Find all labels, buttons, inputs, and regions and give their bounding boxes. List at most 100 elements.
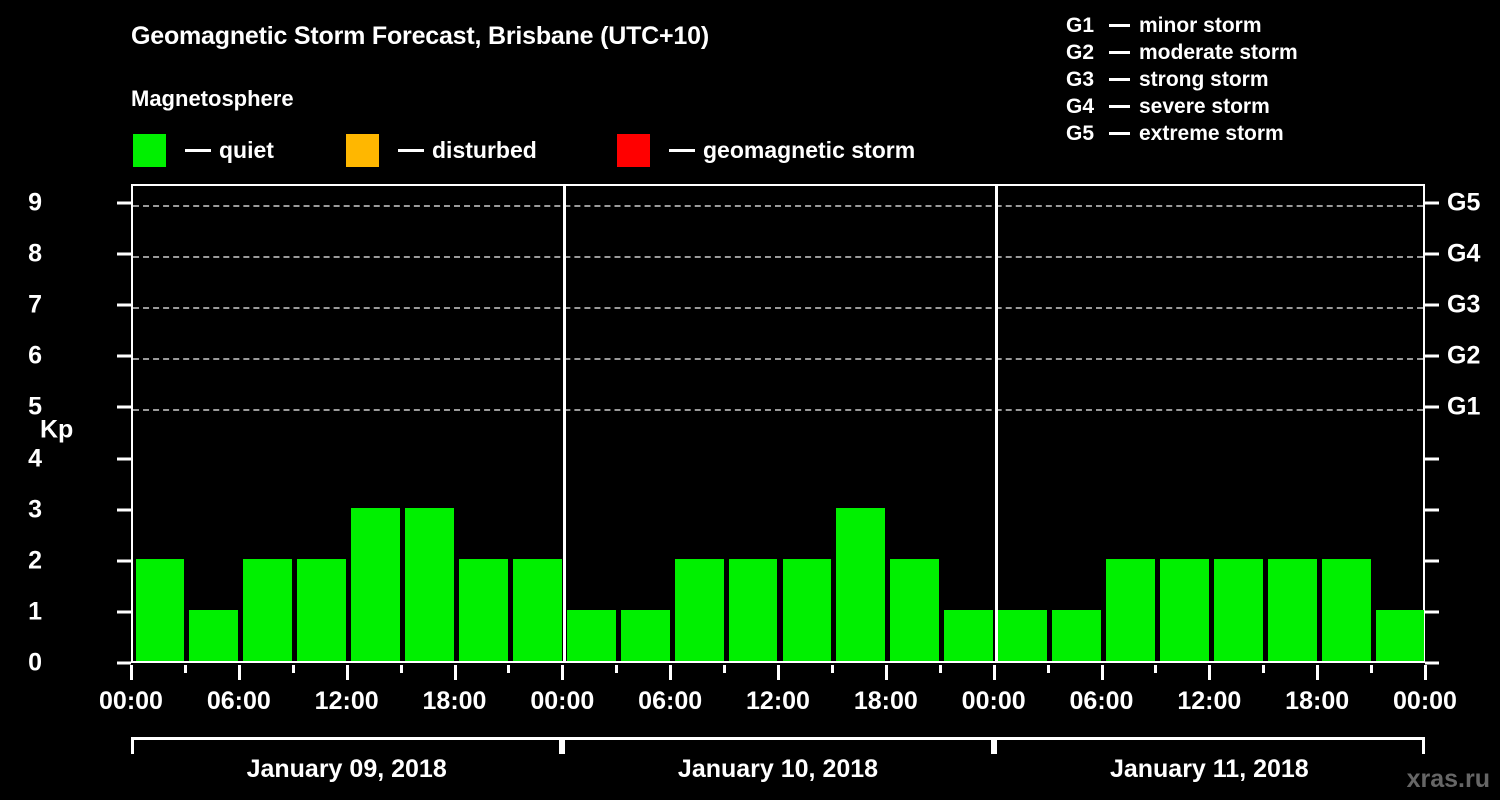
gscale-row-g3: G3 strong storm — [1066, 66, 1486, 93]
x-tick-major-9 — [1100, 665, 1104, 680]
gscale-code: G1 — [1066, 13, 1095, 37]
bars-layer — [133, 186, 1425, 661]
g-axis-tick-kp-0 — [1425, 661, 1439, 665]
gscale-row-g4: G4 severe storm — [1066, 93, 1486, 120]
plot-area — [131, 184, 1425, 663]
x-tick-minor-9 — [1154, 665, 1158, 673]
kp-bar[interactable] — [351, 507, 401, 661]
gscale-row-g5: G5 extreme storm — [1066, 120, 1486, 147]
kp-bar[interactable] — [297, 558, 347, 661]
gscale-code: G5 — [1066, 121, 1095, 145]
x-tick-minor-8 — [1046, 665, 1050, 673]
x-tick-label-10: 12:00 — [1177, 687, 1242, 715]
g-axis-label-g5: G5 — [1447, 188, 1481, 217]
kp-bar[interactable] — [998, 609, 1048, 661]
x-tick-label-8: 00:00 — [961, 687, 1026, 715]
x-tick-label-12: 00:00 — [1393, 687, 1457, 715]
magnetosphere-label: Magnetosphere — [131, 86, 294, 111]
kp-bar[interactable] — [1375, 609, 1425, 661]
kp-bar[interactable] — [1052, 609, 1101, 661]
x-tick-major-10 — [1208, 665, 1212, 680]
gridline-kp-8 — [133, 256, 1423, 259]
x-tick-minor-7 — [938, 665, 942, 673]
y-tick-label-4: 4 — [28, 444, 42, 473]
kp-bar[interactable] — [566, 609, 616, 661]
gscale-dash-icon — [1109, 132, 1130, 135]
x-tick-major-6 — [777, 665, 780, 680]
x-tick-label-4: 00:00 — [530, 687, 595, 715]
y-tick-label-0: 0 — [28, 648, 42, 677]
y-tick-mark-3 — [117, 508, 131, 512]
storm-swatch — [617, 133, 650, 167]
x-tick-label-6: 12:00 — [746, 687, 810, 715]
kp-bar[interactable] — [1106, 558, 1155, 661]
kp-bar[interactable] — [1213, 558, 1263, 661]
x-tick-major-2 — [345, 665, 349, 680]
kp-bar[interactable] — [944, 609, 994, 661]
gscale-code: G4 — [1066, 94, 1095, 118]
x-tick-label-2: 12:00 — [314, 687, 379, 715]
quiet-swatch — [133, 133, 166, 167]
kp-bar[interactable] — [620, 609, 670, 661]
kp-bar[interactable] — [1159, 558, 1209, 661]
date-label-2: January 11, 2018 — [1109, 755, 1309, 783]
date-label-0: January 09, 2018 — [246, 755, 447, 783]
gridline-kp-7 — [133, 307, 1423, 310]
g-axis-label-g3: G3 — [1447, 290, 1481, 319]
y-tick-label-6: 6 — [28, 341, 42, 370]
g-axis-label-g4: G4 — [1447, 239, 1481, 268]
x-tick-major-7 — [884, 665, 888, 680]
kp-bar[interactable] — [836, 507, 886, 661]
g-axis-tick-kp-4 — [1425, 457, 1439, 461]
x-tick-major-11 — [1316, 665, 1320, 680]
x-tick-label-3: 18:00 — [422, 687, 487, 715]
legend-dash-icon — [669, 148, 695, 152]
gscale-row-g1: G1 minor storm — [1066, 12, 1486, 39]
g-axis-tick-kp-7 — [1425, 303, 1439, 307]
kp-bar[interactable] — [1321, 558, 1371, 661]
kp-bar[interactable] — [890, 558, 940, 661]
x-tick-label-9: 06:00 — [1069, 687, 1134, 715]
g-axis-tick-kp-5 — [1425, 405, 1439, 409]
date-bracket-0 — [131, 737, 563, 754]
x-tick-major-0 — [130, 665, 133, 680]
kp-bar[interactable] — [512, 558, 562, 661]
x-tick-minor-3 — [507, 665, 511, 673]
date-bracket-1 — [562, 737, 994, 754]
gscale-dash-icon — [1109, 51, 1130, 54]
y-tick-mark-5 — [117, 405, 131, 409]
y-tick-mark-1 — [117, 610, 131, 614]
legend-entry-quiet: quiet — [133, 133, 274, 167]
y-tick-mark-4 — [117, 457, 131, 461]
gscale-dash-icon — [1109, 24, 1130, 27]
day-separator-2 — [994, 186, 998, 661]
kp-bar[interactable] — [189, 609, 239, 661]
gridline-kp-9 — [133, 205, 1423, 207]
kp-bar[interactable] — [728, 558, 778, 661]
kp-bar[interactable] — [405, 507, 454, 661]
kp-bar[interactable] — [135, 558, 185, 661]
x-tick-major-12 — [1424, 665, 1427, 680]
g-axis-label-g2: G2 — [1447, 341, 1481, 370]
x-tick-major-1 — [237, 665, 241, 680]
kp-bar[interactable] — [782, 558, 832, 661]
gscale-legend: G1 minor storm G2 moderate storm G3 strong st… — [1066, 12, 1486, 147]
y-tick-mark-2 — [117, 559, 131, 563]
gscale-description: severe storm — [1139, 94, 1270, 118]
gscale-description: extreme storm — [1139, 121, 1284, 145]
g-axis-label-g1: G1 — [1447, 392, 1481, 421]
y-tick-mark-7 — [117, 303, 131, 307]
x-tick-label-0: 00:00 — [99, 687, 163, 715]
legend-dash-icon — [398, 148, 424, 152]
legend-entry-geomagnetic-storm: geomagnetic storm — [617, 133, 915, 167]
gscale-description: minor storm — [1139, 13, 1262, 37]
kp-bar[interactable] — [459, 558, 508, 661]
gscale-dash-icon — [1109, 105, 1130, 108]
kp-bar[interactable] — [674, 558, 724, 661]
y-tick-mark-8 — [117, 252, 131, 256]
x-tick-minor-10 — [1262, 665, 1266, 673]
kp-bar[interactable] — [1267, 558, 1317, 661]
date-label-1: January 10, 2018 — [677, 755, 879, 783]
kp-bar[interactable] — [243, 558, 293, 661]
g-axis-tick-kp-1 — [1425, 610, 1439, 614]
